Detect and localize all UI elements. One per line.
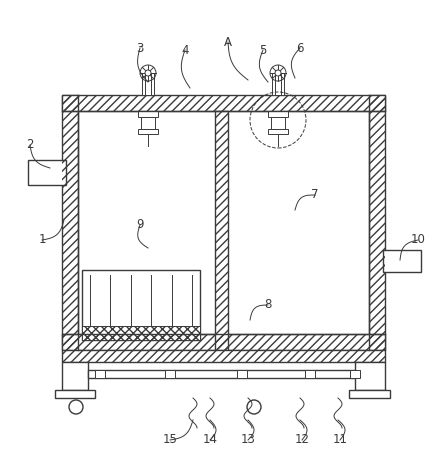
Bar	[82, 270, 200, 340]
Bar	[62, 350, 384, 362]
Bar	[237, 370, 247, 378]
Bar	[354, 362, 384, 390]
Text: 4: 4	[181, 44, 188, 56]
Bar	[214, 111, 227, 350]
Bar	[267, 129, 287, 134]
Bar	[141, 73, 154, 95]
Text: 8: 8	[264, 298, 271, 311]
Bar	[271, 73, 283, 95]
Circle shape	[69, 400, 83, 414]
Bar	[138, 111, 158, 117]
Text: 6: 6	[296, 41, 303, 54]
Bar	[62, 334, 384, 350]
Bar	[62, 95, 78, 350]
Bar	[270, 117, 284, 129]
Bar	[62, 95, 384, 111]
Bar	[62, 95, 384, 111]
Bar	[62, 95, 78, 350]
Bar	[141, 117, 155, 129]
Text: 7: 7	[311, 188, 318, 202]
Bar	[382, 250, 420, 272]
Text: 11: 11	[332, 434, 347, 446]
Text: 10: 10	[410, 233, 424, 247]
Text: 9: 9	[136, 218, 143, 232]
Bar	[274, 73, 280, 95]
Bar	[214, 111, 227, 350]
Bar	[62, 350, 384, 362]
Bar	[368, 95, 384, 350]
Bar	[348, 390, 389, 398]
Text: 14: 14	[202, 434, 217, 446]
Bar	[138, 129, 158, 134]
Bar	[349, 370, 359, 378]
Text: 12: 12	[294, 434, 309, 446]
Bar	[55, 390, 95, 398]
Bar	[95, 370, 105, 378]
Bar	[28, 160, 66, 185]
Text: 13: 13	[240, 434, 255, 446]
Bar	[145, 73, 151, 95]
Bar	[62, 334, 384, 350]
Bar	[82, 326, 200, 340]
Bar	[82, 326, 200, 340]
Bar	[164, 370, 174, 378]
Text: 15: 15	[162, 434, 177, 446]
Text: 5: 5	[259, 44, 266, 56]
Circle shape	[145, 70, 151, 76]
Circle shape	[274, 70, 280, 76]
Bar	[368, 95, 384, 350]
Bar	[62, 362, 88, 390]
Text: 3: 3	[136, 41, 143, 54]
Text: 2: 2	[26, 138, 34, 152]
Text: 1: 1	[38, 233, 46, 247]
Bar	[88, 370, 354, 378]
Circle shape	[247, 400, 260, 414]
Bar	[304, 370, 314, 378]
Bar	[267, 111, 287, 117]
Text: A: A	[224, 35, 231, 49]
